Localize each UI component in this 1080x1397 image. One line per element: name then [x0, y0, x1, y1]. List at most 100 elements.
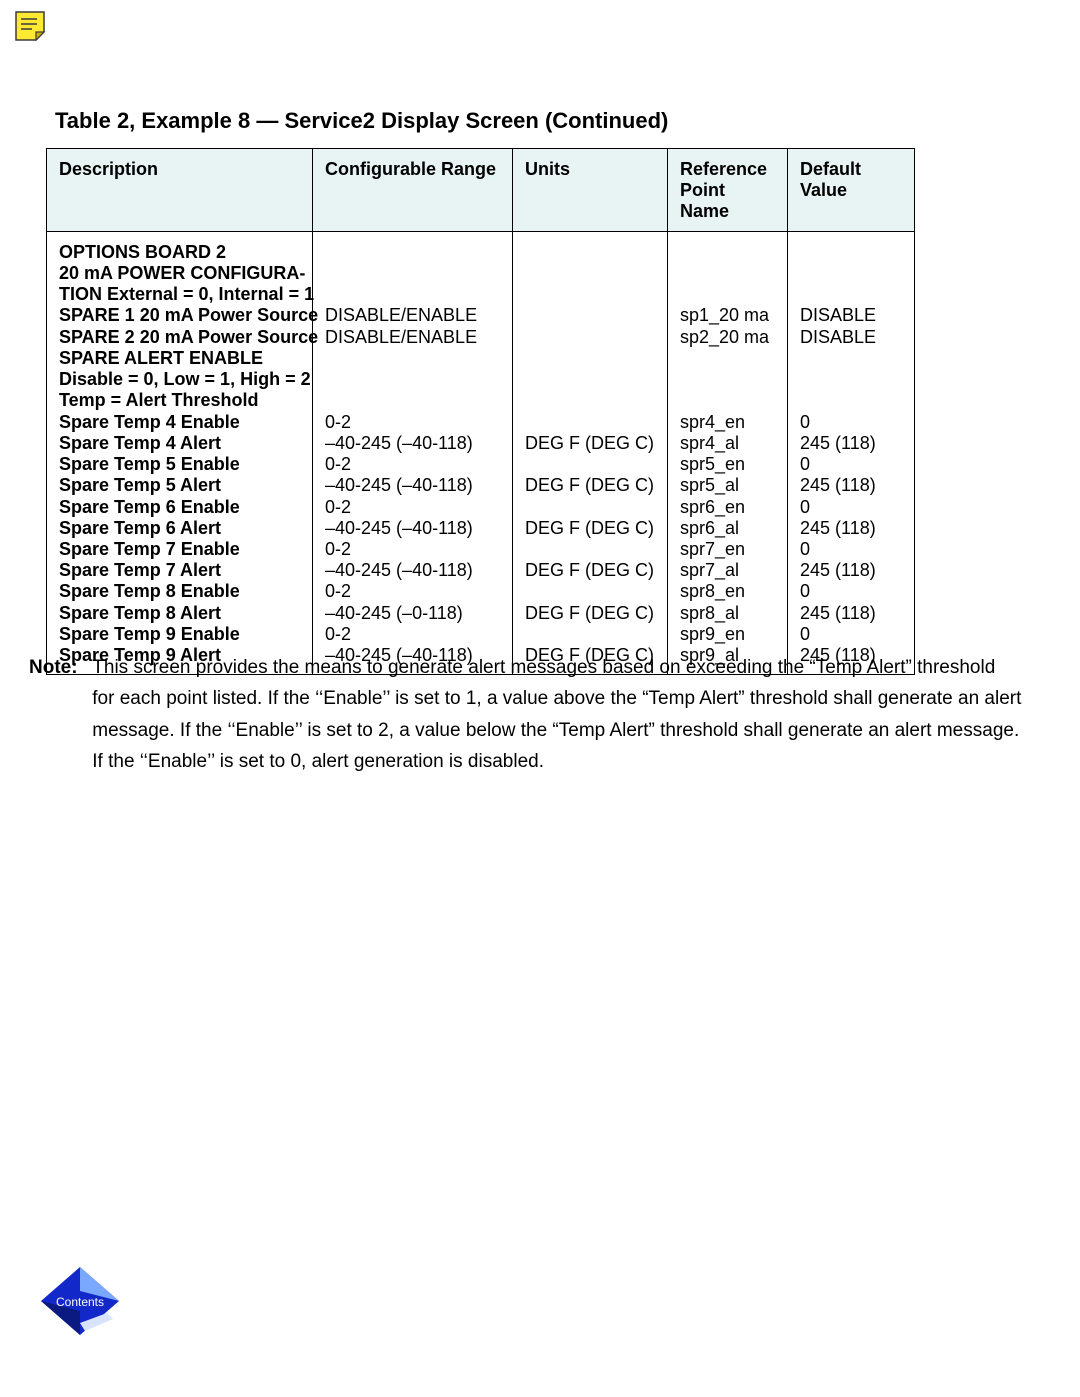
table-line: –40-245 (–40-118) — [325, 560, 502, 581]
table-line: Spare Temp 5 Alert — [59, 475, 302, 496]
table-line — [680, 348, 777, 369]
table-line — [800, 242, 904, 263]
contents-button[interactable] — [35, 1261, 125, 1341]
table-line — [525, 412, 657, 433]
cell-units: DEG F (DEG C) DEG F (DEG C) DEG F (DEG C… — [513, 231, 668, 675]
table-line — [325, 369, 502, 390]
table-line — [525, 327, 657, 348]
table-line: DEG F (DEG C) — [525, 603, 657, 624]
note-text: This screen provides the means to genera… — [92, 652, 1022, 777]
table-line: SPARE 1 20 mA Power Source — [59, 305, 302, 326]
table-line: 0-2 — [325, 454, 502, 475]
table-line — [680, 263, 777, 284]
table-line: 245 (118) — [800, 433, 904, 454]
table-line: Spare Temp 9 Enable — [59, 624, 302, 645]
table-line: 245 (118) — [800, 603, 904, 624]
table-line: –40-245 (–40-118) — [325, 518, 502, 539]
table-line — [800, 369, 904, 390]
table-line: 0-2 — [325, 581, 502, 602]
table-line — [800, 348, 904, 369]
table-line — [325, 284, 502, 305]
table-line: Spare Temp 6 Enable — [59, 497, 302, 518]
table-line: 20 mA POWER CONFIGURA- — [59, 263, 302, 284]
table-line: Temp = Alert Threshold — [59, 390, 302, 411]
table-line — [525, 305, 657, 326]
table-header-row: Description Configurable Range Units Ref… — [47, 149, 915, 232]
cell-ref: sp1_20 masp2_20 ma spr4_enspr4_alspr5_en… — [668, 231, 788, 675]
table-line: 0-2 — [325, 497, 502, 518]
col-configurable-range: Configurable Range — [313, 149, 513, 232]
table-body: OPTIONS BOARD 220 mA POWER CONFIGURA-TIO… — [47, 231, 915, 675]
table-line: spr8_al — [680, 603, 777, 624]
table-line: spr5_en — [680, 454, 777, 475]
table-line — [680, 242, 777, 263]
table-line — [525, 624, 657, 645]
table-line: DEG F (DEG C) — [525, 560, 657, 581]
table-line: spr4_al — [680, 433, 777, 454]
table-line: spr4_en — [680, 412, 777, 433]
table-line: –40-245 (–0-118) — [325, 603, 502, 624]
table-line — [525, 390, 657, 411]
table-line: SPARE ALERT ENABLE — [59, 348, 302, 369]
table-line: 0 — [800, 624, 904, 645]
table-line: 245 (118) — [800, 475, 904, 496]
cell-description: OPTIONS BOARD 220 mA POWER CONFIGURA-TIO… — [47, 231, 313, 675]
table-line — [525, 454, 657, 475]
table-line: TION External = 0, Internal = 1 — [59, 284, 302, 305]
table-line: spr8_en — [680, 581, 777, 602]
table-line: sp1_20 ma — [680, 305, 777, 326]
table-line — [680, 284, 777, 305]
table-line — [525, 284, 657, 305]
note-label: Note: — [29, 652, 87, 683]
table-line — [800, 284, 904, 305]
cell-range: DISABLE/ENABLEDISABLE/ENABLE 0-2–40-245 … — [313, 231, 513, 675]
table-line: 0 — [800, 581, 904, 602]
table-line: –40-245 (–40-118) — [325, 475, 502, 496]
table-line — [680, 369, 777, 390]
table-line — [800, 263, 904, 284]
table-line: –40-245 (–40-118) — [325, 433, 502, 454]
col-description: Description — [47, 149, 313, 232]
table-line: Spare Temp 8 Enable — [59, 581, 302, 602]
table-line — [525, 369, 657, 390]
table-line: Spare Temp 6 Alert — [59, 518, 302, 539]
table-line — [525, 539, 657, 560]
col-default-value: Default Value — [788, 149, 915, 232]
table-line — [525, 348, 657, 369]
table-line: DISABLE — [800, 327, 904, 348]
table-line — [525, 581, 657, 602]
table-line: 0 — [800, 454, 904, 475]
table-line — [325, 263, 502, 284]
table-line — [325, 348, 502, 369]
table-line: DEG F (DEG C) — [525, 433, 657, 454]
table-line: Spare Temp 7 Alert — [59, 560, 302, 581]
table-line: spr6_en — [680, 497, 777, 518]
table-line — [680, 390, 777, 411]
table-line: 0-2 — [325, 412, 502, 433]
table-title: Table 2, Example 8 — Service2 Display Sc… — [55, 108, 668, 134]
table-line: Spare Temp 4 Alert — [59, 433, 302, 454]
table-line — [800, 390, 904, 411]
table-line — [525, 242, 657, 263]
table-line: Spare Temp 8 Alert — [59, 603, 302, 624]
service2-table: Description Configurable Range Units Ref… — [46, 148, 914, 675]
table-line — [525, 263, 657, 284]
table-line: Spare Temp 4 Enable — [59, 412, 302, 433]
note-block: Note: This screen provides the means to … — [29, 652, 1027, 777]
table-line: spr5_al — [680, 475, 777, 496]
table-line: DISABLE/ENABLE — [325, 305, 502, 326]
table-line: Disable = 0, Low = 1, High = 2 — [59, 369, 302, 390]
table-line — [525, 497, 657, 518]
table-line: 0 — [800, 497, 904, 518]
table-line: 0 — [800, 539, 904, 560]
document-page: Table 2, Example 8 — Service2 Display Sc… — [0, 0, 1080, 1397]
table-line: 245 (118) — [800, 518, 904, 539]
table-row: OPTIONS BOARD 220 mA POWER CONFIGURA-TIO… — [47, 231, 915, 675]
table-line: sp2_20 ma — [680, 327, 777, 348]
cell-default: DISABLEDISABLE 0245 (118)0245 (118)0245 … — [788, 231, 915, 675]
table-line: spr7_al — [680, 560, 777, 581]
table-line: DEG F (DEG C) — [525, 518, 657, 539]
table-line — [325, 390, 502, 411]
table-line: 0-2 — [325, 539, 502, 560]
sticky-note-icon — [14, 10, 46, 42]
